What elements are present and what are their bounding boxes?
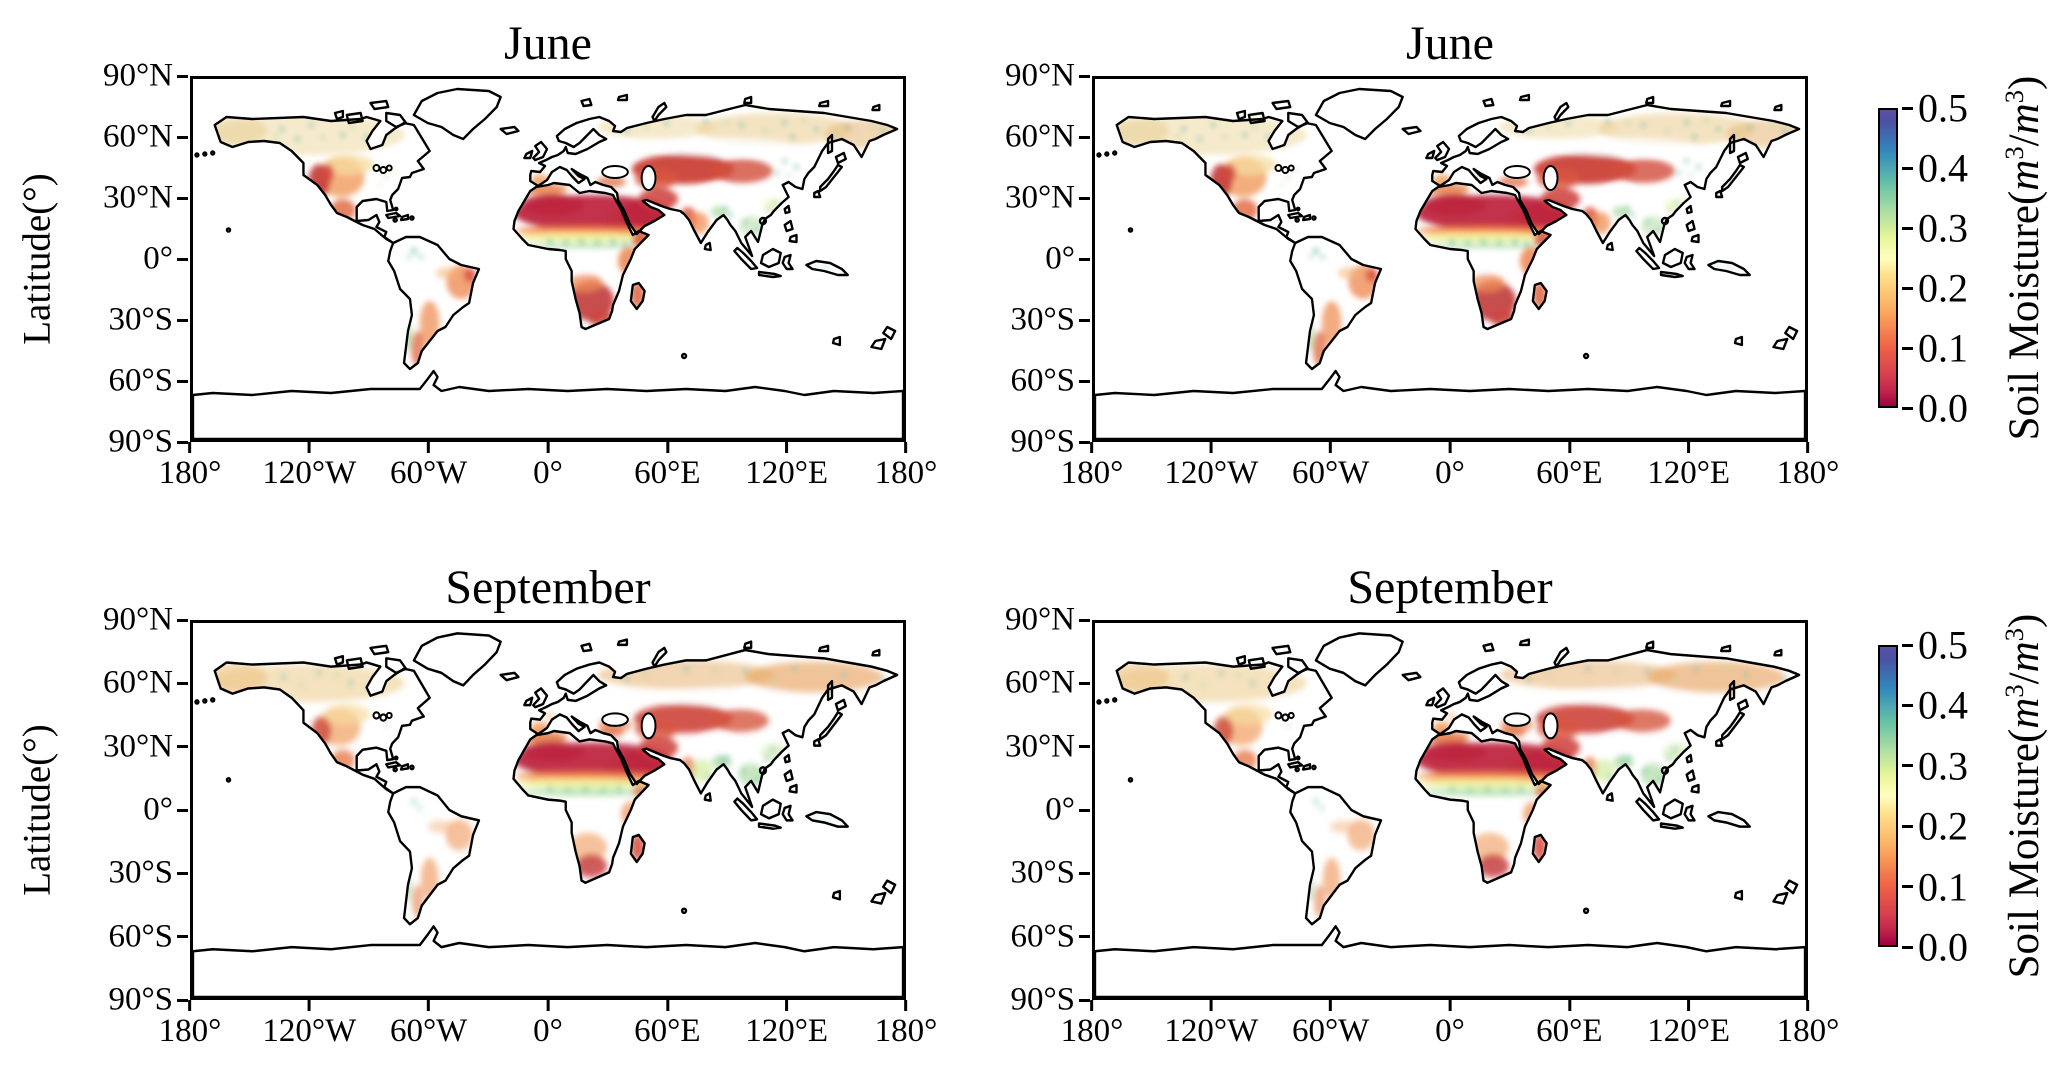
colorbar-label: Soil Moisture(m3/m3) <box>1998 613 2049 979</box>
lon-tick-label: 180° <box>1776 1013 1840 1049</box>
lon-tick-label: 120°W <box>1164 455 1259 491</box>
world-map-september-right <box>1095 632 1805 997</box>
lon-tick-label: 180° <box>1060 455 1124 491</box>
colorbar-tick-label: 0.3 <box>1918 205 1968 251</box>
lat-tick-label: 60°N <box>1004 118 1075 155</box>
colorbar-tick-label: 0.4 <box>1918 145 1968 191</box>
lon-tick-label: 60°E <box>634 455 701 491</box>
colorbar-gradient <box>1878 645 1898 947</box>
lat-tick-label: 60°S <box>1010 918 1075 955</box>
colorbar-tick-label: 0.1 <box>1918 325 1968 371</box>
lat-tick-label: 60°N <box>102 664 173 701</box>
lat-tick-label: 30°S <box>1010 854 1075 891</box>
lon-tick-label: 0° <box>1435 1013 1465 1049</box>
lat-tick-label: 0° <box>143 791 173 828</box>
colorbar-tick-label: 0.5 <box>1918 622 1968 668</box>
lat-tick-label: 60°S <box>108 918 173 955</box>
panel-title: June <box>504 17 592 70</box>
panel-june-right: June 90°N 60°N 30°N 0° 30°S 60°S 90°S 180° 120°… <box>1005 20 1839 492</box>
lat-tick-label: 30°S <box>108 301 173 338</box>
lon-tick-label: 120°W <box>262 1013 357 1049</box>
lat-tick-label: 30°N <box>1004 179 1075 216</box>
lon-tick-label: 120°E <box>1647 1013 1731 1049</box>
world-map-september-left <box>193 632 903 997</box>
lat-tick-label: 60°S <box>108 362 173 399</box>
lon-tick-label: 180° <box>158 1013 222 1049</box>
lat-tick-label: 90°S <box>1010 981 1075 1018</box>
panel-september-right: September 90°N 60°N 30°N 0° 30°S 60°S 90°S 180… <box>1005 564 1839 1050</box>
lat-tick-label: 0° <box>1045 240 1075 277</box>
lon-tick-label: 120°E <box>1647 455 1731 491</box>
colorbar-row2: 0.5 0.4 0.3 0.2 0.1 0.0 Soil Moisture(m3/m3) <box>1878 614 2048 978</box>
lat-tick-label: 0° <box>143 240 173 277</box>
world-map-june-left <box>193 87 903 439</box>
colorbar-tick-label: 0.5 <box>1918 85 1968 131</box>
lat-tick-label: 90°N <box>1004 601 1075 638</box>
lat-tick-label: 30°N <box>1004 728 1075 765</box>
lon-tick-label: 180° <box>874 1013 938 1049</box>
map-frame <box>190 76 906 442</box>
panel-title: September <box>1347 561 1553 614</box>
colorbar-tick-label: 0.0 <box>1918 924 1968 970</box>
lat-tick-label: 90°N <box>1004 57 1075 94</box>
lon-tick-label: 120°E <box>745 1013 829 1049</box>
y-axis-label: Latitude(°) <box>15 173 59 345</box>
y-axis-label: Latitude(°) <box>15 724 59 896</box>
lat-tick-label: 90°S <box>108 423 173 460</box>
lon-tick-label: 180° <box>874 455 938 491</box>
lat-tick-label: 90°S <box>1010 423 1075 460</box>
lon-tick-label: 60°W <box>1291 1013 1370 1049</box>
lon-tick-label: 60°E <box>1536 455 1603 491</box>
lon-tick-label: 120°E <box>745 455 829 491</box>
lat-tick-label: 60°N <box>102 118 173 155</box>
lat-tick-label: 0° <box>1045 791 1075 828</box>
lon-tick-label: 60°W <box>389 1013 468 1049</box>
colorbar-tick-label: 0.3 <box>1918 743 1968 789</box>
panel-june-left: June 90°N 60°N 30°N 0° 30°S 60°S 90°S 180° 120°… <box>16 20 938 492</box>
colorbar-tick-label: 0.2 <box>1918 803 1968 849</box>
lat-tick-label: 90°N <box>102 57 173 94</box>
world-map-june-right <box>1095 87 1805 439</box>
map-frame <box>1092 76 1808 442</box>
colorbar-row1: 0.5 0.4 0.3 0.2 0.1 0.0 Soil Moisture(m3/m3) <box>1878 76 2048 440</box>
colorbar-gradient <box>1878 108 1898 408</box>
lat-tick-label: 30°S <box>1010 301 1075 338</box>
lat-tick-label: 60°S <box>1010 362 1075 399</box>
lat-tick-label: 90°N <box>102 601 173 638</box>
lat-tick-label: 60°N <box>1004 664 1075 701</box>
lat-tick-label: 30°N <box>102 179 173 216</box>
lat-tick-label: 30°S <box>108 854 173 891</box>
lon-tick-label: 120°W <box>262 455 357 491</box>
lon-tick-label: 0° <box>533 455 563 491</box>
lon-tick-label: 60°E <box>1536 1013 1603 1049</box>
map-frame <box>1092 620 1808 1000</box>
lat-tick-label: 30°N <box>102 728 173 765</box>
lon-tick-label: 180° <box>1776 455 1840 491</box>
lon-tick-label: 180° <box>1060 1013 1124 1049</box>
colorbar-tick-label: 0.4 <box>1918 682 1968 728</box>
lon-tick-label: 60°W <box>1291 455 1370 491</box>
lon-tick-label: 60°W <box>389 455 468 491</box>
lon-tick-label: 60°E <box>634 1013 701 1049</box>
map-frame <box>190 620 906 1000</box>
lon-tick-label: 180° <box>158 455 222 491</box>
colorbar-tick-label: 0.0 <box>1918 385 1968 431</box>
lon-tick-label: 120°W <box>1164 1013 1259 1049</box>
colorbar-tick-label: 0.2 <box>1918 265 1968 311</box>
panel-title: June <box>1406 17 1494 70</box>
lon-tick-label: 0° <box>533 1013 563 1049</box>
lon-tick-label: 0° <box>1435 455 1465 491</box>
lat-tick-label: 90°S <box>108 981 173 1018</box>
panel-september-left: September 90°N 60°N 30°N 0° 30°S 60°S 90°S 180… <box>16 564 938 1050</box>
colorbar-label: Soil Moisture(m3/m3) <box>1998 75 2049 441</box>
colorbar-tick-label: 0.1 <box>1918 864 1968 910</box>
panel-title: September <box>445 561 651 614</box>
